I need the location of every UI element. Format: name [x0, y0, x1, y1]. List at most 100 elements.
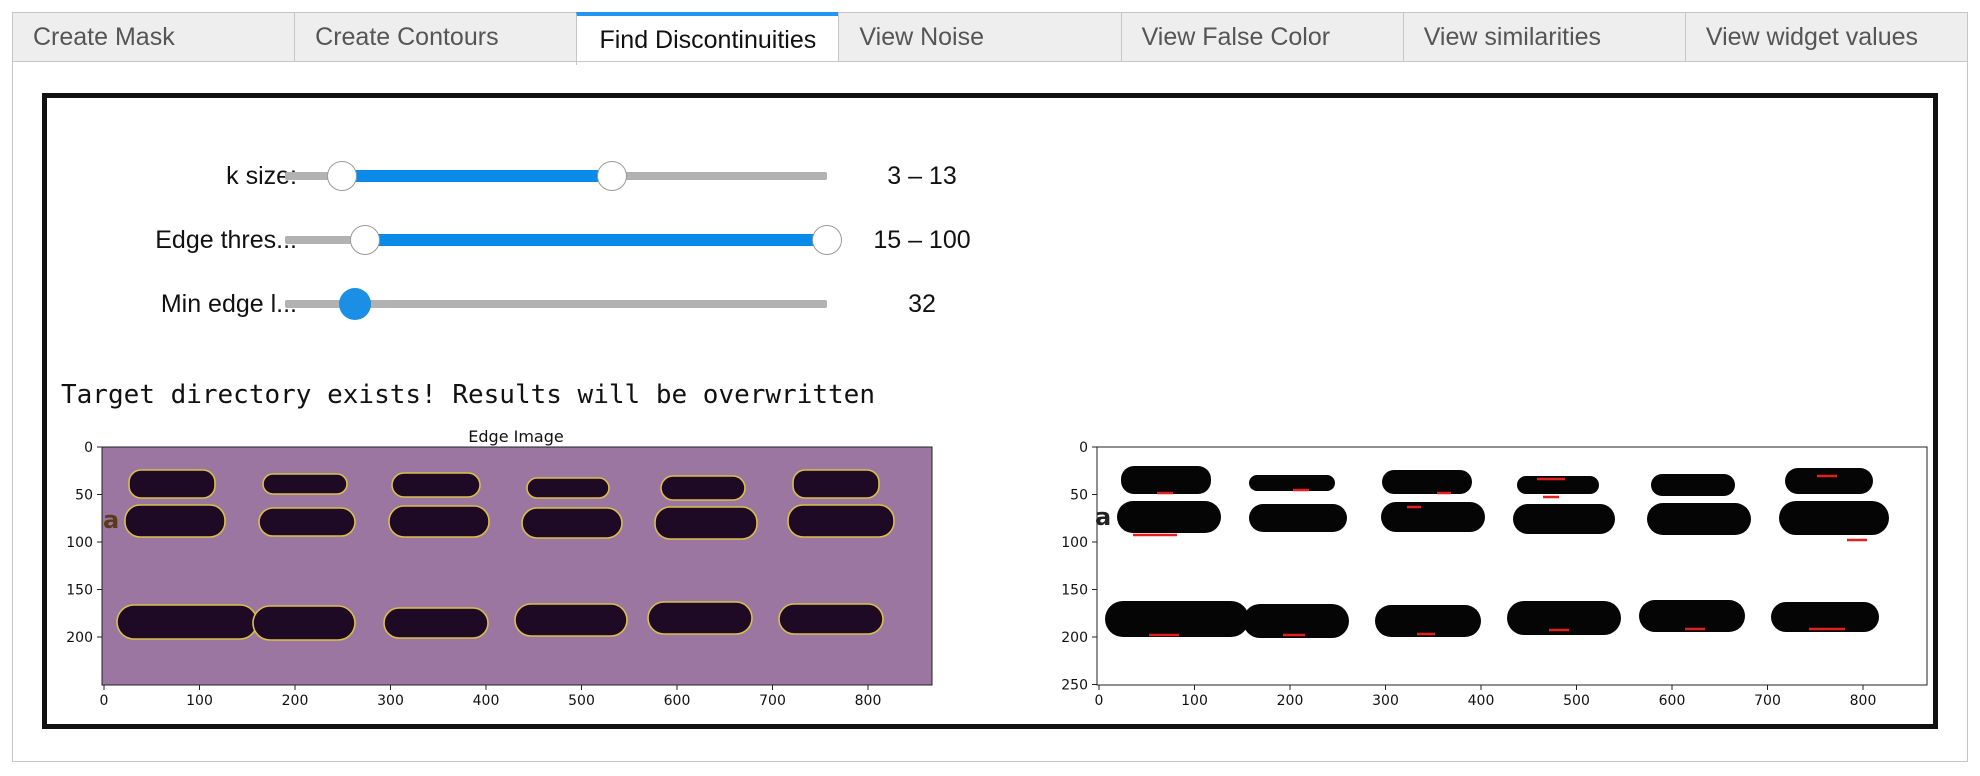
x-tick-label: 600 — [1659, 693, 1686, 709]
edge-image-side-label: a — [103, 506, 119, 534]
y-tick-label: 200 — [66, 630, 93, 646]
band — [1779, 501, 1889, 535]
x-tick-label: 0 — [100, 693, 109, 708]
band — [660, 475, 746, 501]
band — [1785, 468, 1873, 494]
band — [116, 604, 258, 640]
band — [258, 507, 356, 537]
tab-view-widget-values[interactable]: View widget values — [1684, 12, 1968, 62]
band — [128, 469, 216, 499]
band — [1513, 504, 1615, 534]
x-tick-label: 700 — [759, 693, 786, 708]
min-edge-len-readout: 32 — [908, 290, 936, 318]
tab-create-contours[interactable]: Create Contours — [294, 12, 577, 62]
band — [526, 477, 610, 499]
x-tick-label: 300 — [377, 693, 404, 708]
x-tick-label: 400 — [1468, 693, 1495, 709]
tab-bar: Create Mask Create Contours Find Discont… — [12, 12, 1968, 65]
band — [792, 469, 880, 499]
edge-thresh-label: Edge thres... — [155, 226, 297, 254]
tab-panel — [12, 61, 1968, 762]
y-tick-label: 0 — [1079, 440, 1088, 456]
discontinuity-side-label: a — [1095, 503, 1111, 531]
tab-create-mask[interactable]: Create Mask — [12, 12, 295, 62]
band — [1507, 601, 1621, 635]
y-tick-label: 250 — [1061, 678, 1088, 694]
band — [262, 473, 348, 495]
x-tick-label: 100 — [1181, 693, 1208, 709]
tab-view-false-color[interactable]: View False Color — [1120, 12, 1403, 62]
x-tick-label: 200 — [1277, 693, 1304, 709]
edge-thresh-high-handle[interactable] — [812, 225, 842, 255]
ksize-low-handle[interactable] — [327, 161, 357, 191]
x-tick-label: 200 — [282, 693, 309, 708]
band — [1651, 474, 1735, 496]
discontinuity-plot: a 0 100 200 300 400 500 600 700 800 0 50 100 150 200… — [1061, 440, 1928, 709]
band — [1375, 605, 1481, 637]
y-tick-label: 150 — [66, 583, 93, 599]
band — [252, 605, 356, 641]
band — [1647, 503, 1751, 535]
ksize-slider-row: k size: 3 – 13 — [47, 156, 1047, 196]
y-tick-label: 150 — [1061, 583, 1088, 599]
band — [124, 504, 226, 538]
output-area: k size: 3 – 13 Edge thres... 15 – 100 Mi… — [42, 93, 1938, 729]
edge-thresh-readout: 15 – 100 — [873, 226, 971, 254]
x-tick-label: 400 — [473, 693, 500, 708]
y-tick-label: 50 — [75, 488, 93, 504]
min-edge-len-track[interactable] — [285, 300, 827, 308]
band — [1121, 466, 1211, 494]
y-tick-label: 0 — [84, 440, 93, 456]
band — [1249, 475, 1335, 491]
tab-find-discontinuities[interactable]: Find Discontinuities — [576, 12, 839, 65]
band — [1243, 604, 1349, 638]
status-message: Target directory exists! Results will be… — [61, 380, 875, 410]
edge-thresh-track[interactable] — [285, 236, 365, 244]
edge-image-plot: Edge Image — [66, 427, 933, 708]
y-tick-label: 100 — [1061, 535, 1088, 551]
ksize-fill — [342, 170, 612, 182]
tab-view-similarities[interactable]: View similarities — [1402, 12, 1685, 62]
min-edge-len-label: Min edge l... — [160, 290, 297, 318]
edge-thresh-fill — [365, 234, 827, 246]
edge-image-y-axis: 0 50 100 150 200 — [66, 440, 102, 646]
y-tick-label: 50 — [1070, 488, 1088, 504]
y-tick-label: 100 — [66, 535, 93, 551]
edge-image-bands — [116, 469, 895, 641]
edge-image-x-axis: 0 100 200 300 400 500 600 700 800 — [100, 685, 882, 708]
discontinuity-y-axis: 0 50 100 150 200 250 — [1061, 440, 1097, 694]
ksize-high-handle[interactable] — [597, 161, 627, 191]
edge-thresh-low-handle[interactable] — [350, 225, 380, 255]
band — [1105, 601, 1249, 637]
x-tick-label: 100 — [186, 693, 213, 708]
band — [521, 507, 623, 539]
band — [1382, 470, 1472, 494]
x-tick-label: 700 — [1754, 693, 1781, 709]
band — [1381, 502, 1485, 532]
ksize-readout: 3 – 13 — [887, 162, 957, 190]
x-tick-label: 0 — [1095, 693, 1104, 709]
band — [654, 506, 758, 540]
band — [383, 607, 489, 639]
tab-view-noise[interactable]: View Noise — [838, 12, 1121, 62]
ksize-label: k size: — [226, 162, 297, 190]
band — [388, 505, 490, 538]
band — [514, 603, 628, 637]
y-tick-label: 200 — [1061, 630, 1088, 646]
x-tick-label: 800 — [1850, 693, 1877, 709]
min-edge-len-handle[interactable] — [339, 288, 371, 320]
x-tick-label: 500 — [568, 693, 595, 708]
band — [1639, 600, 1745, 632]
edge-thresh-slider-row: Edge thres... 15 – 100 — [47, 220, 1047, 260]
x-tick-label: 800 — [855, 693, 882, 708]
band — [1249, 504, 1347, 532]
band — [778, 603, 884, 635]
min-edge-len-slider-row: Min edge l... 32 — [47, 284, 1047, 324]
discontinuity-markers — [1133, 474, 1867, 637]
discontinuity-x-axis: 0 100 200 300 400 500 600 700 800 — [1095, 685, 1877, 709]
band — [1117, 501, 1221, 533]
band — [647, 601, 753, 635]
x-tick-label: 500 — [1563, 693, 1590, 709]
x-tick-label: 600 — [664, 693, 691, 708]
x-tick-label: 300 — [1372, 693, 1399, 709]
